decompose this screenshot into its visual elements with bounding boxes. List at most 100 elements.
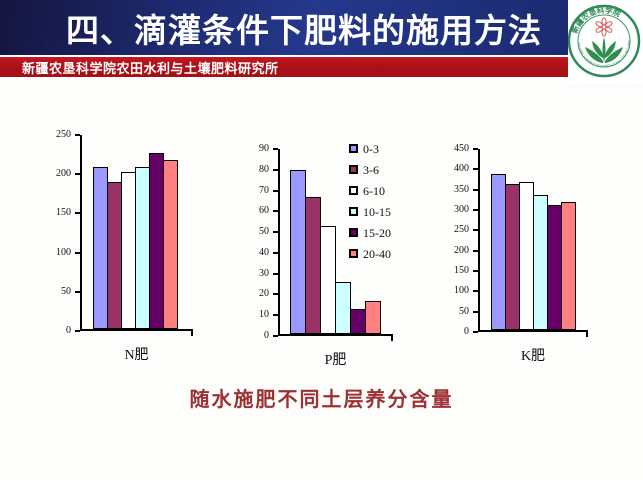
legend-swatch bbox=[349, 186, 358, 195]
legend-label: 15-20 bbox=[363, 225, 391, 240]
legend-item: 6-10 bbox=[349, 180, 391, 201]
bar-depth-20-40 bbox=[561, 202, 576, 330]
y-tick-label: 50 bbox=[259, 226, 269, 238]
chart-p-fertilizer: P肥 0 10 20 30 40 50 60 70 80 90 bbox=[228, 139, 408, 389]
legend-item: 20-40 bbox=[349, 243, 391, 264]
y-tick-label: 250 bbox=[56, 129, 71, 140]
bar-depth-3-6 bbox=[107, 182, 122, 329]
y-tick-mark bbox=[473, 310, 478, 313]
legend-swatch bbox=[349, 228, 358, 237]
y-tick-label: 70 bbox=[259, 184, 269, 196]
y-tick-mark bbox=[473, 209, 478, 211]
y-tick-mark bbox=[473, 229, 478, 232]
y-tick-mark bbox=[473, 270, 478, 272]
y-tick-label: 250 bbox=[454, 224, 469, 236]
y-tick-mark bbox=[473, 168, 478, 171]
chart-category-label: P肥 bbox=[324, 353, 347, 368]
y-tick-label: 350 bbox=[454, 183, 469, 195]
y-tick-label: 300 bbox=[454, 204, 469, 215]
y-tick-label: 400 bbox=[454, 163, 469, 175]
y-tick-mark bbox=[273, 314, 278, 317]
y-tick-label: 30 bbox=[259, 267, 269, 279]
bar-depth-20-40 bbox=[365, 301, 381, 334]
y-tick-mark bbox=[273, 210, 278, 213]
y-tick-mark bbox=[473, 188, 478, 191]
y-tick-mark bbox=[75, 330, 80, 332]
y-tick-label: 80 bbox=[259, 163, 269, 175]
y-tick-mark bbox=[473, 148, 478, 150]
legend-label: 0-3 bbox=[363, 141, 379, 156]
y-tick-label: 50 bbox=[61, 285, 71, 297]
bar-depth-0-3 bbox=[290, 170, 306, 334]
bar-depth-15-20 bbox=[547, 205, 562, 330]
legend-item: 10-15 bbox=[349, 201, 391, 222]
bar-depth-3-6 bbox=[505, 184, 520, 330]
bar-depth-0-3 bbox=[491, 174, 506, 330]
y-tick-label: 100 bbox=[56, 246, 71, 258]
y-tick-mark bbox=[473, 331, 478, 333]
page-title: 四、滴灌条件下肥料的施用方法 bbox=[66, 13, 542, 50]
y-tick-label: 0 bbox=[464, 326, 469, 337]
bar-depth-15-20 bbox=[149, 153, 164, 329]
y-tick-mark bbox=[473, 290, 478, 293]
y-tick-label: 20 bbox=[259, 288, 269, 300]
y-tick-label: 50 bbox=[459, 305, 469, 317]
y-tick-label: 60 bbox=[259, 205, 269, 217]
y-tick-label: 200 bbox=[56, 168, 71, 180]
legend-item: 0-3 bbox=[349, 138, 391, 159]
y-tick-mark bbox=[273, 335, 278, 337]
plot-area bbox=[478, 149, 588, 332]
legend-item: 3-6 bbox=[349, 159, 391, 180]
y-tick-mark bbox=[75, 290, 80, 293]
plot-area bbox=[278, 149, 393, 336]
legend-swatch bbox=[349, 207, 358, 216]
chart-n-fertilizer: N肥 0 50 100 150 200 250 bbox=[30, 125, 210, 375]
y-tick-label: 450 bbox=[454, 143, 469, 154]
legend-label: 10-15 bbox=[363, 204, 391, 219]
bar-depth-10-15 bbox=[135, 167, 150, 329]
logo-area: 新疆农垦科学院 XINJIANG ACADEMY OF AGRICULTURAL… bbox=[568, 0, 643, 85]
title-band: 四、滴灌条件下肥料的施用方法 bbox=[0, 0, 568, 55]
bar-depth-6-10 bbox=[121, 172, 136, 329]
y-tick-mark bbox=[75, 251, 80, 254]
y-tick-mark bbox=[273, 293, 278, 296]
legend-label: 3-6 bbox=[363, 162, 379, 177]
y-tick-label: 150 bbox=[56, 207, 71, 219]
chart-legend: 0-3 3-6 6-10 10-15 15-20 20-40 bbox=[349, 138, 391, 264]
bar-depth-3-6 bbox=[305, 197, 321, 334]
y-tick-mark bbox=[273, 251, 278, 254]
plot-area bbox=[80, 135, 193, 331]
y-tick-label: 100 bbox=[454, 285, 469, 297]
y-tick-mark bbox=[473, 249, 478, 252]
legend-swatch bbox=[349, 249, 358, 258]
y-tick-mark bbox=[75, 134, 80, 136]
bar-depth-6-10 bbox=[519, 182, 534, 330]
y-tick-label: 90 bbox=[259, 143, 269, 154]
y-tick-mark bbox=[273, 168, 278, 171]
chart-category-label: K肥 bbox=[520, 349, 546, 364]
bar-depth-6-10 bbox=[320, 226, 336, 334]
bar-depth-0-3 bbox=[93, 167, 108, 329]
y-tick-mark bbox=[273, 148, 278, 150]
y-tick-mark bbox=[75, 173, 80, 176]
y-tick-label: 0 bbox=[264, 330, 269, 341]
caption: 随水施肥不同土层养分含量 bbox=[189, 389, 454, 411]
institute-label: 新疆农垦科学院农田水利与土壤肥料研究所 bbox=[22, 60, 279, 76]
bar-depth-10-15 bbox=[335, 282, 351, 334]
bar-depth-10-15 bbox=[533, 195, 548, 330]
legend-swatch bbox=[349, 144, 358, 153]
legend-label: 6-10 bbox=[363, 183, 385, 198]
x-axis-end-tick bbox=[391, 336, 393, 341]
y-tick-label: 150 bbox=[454, 265, 469, 276]
logo-plant-icon bbox=[585, 37, 623, 63]
y-tick-mark bbox=[75, 212, 80, 215]
y-tick-mark bbox=[273, 189, 278, 192]
institute-band: 新疆农垦科学院农田水利与土壤肥料研究所 bbox=[0, 57, 568, 77]
legend-swatch bbox=[349, 165, 358, 174]
y-tick-label: 0 bbox=[66, 325, 71, 336]
chart-category-label: N肥 bbox=[124, 348, 149, 363]
chart-k-fertilizer: K肥 0 50 100 150 200 250 300 350 400 450 bbox=[428, 139, 608, 389]
y-tick-mark bbox=[273, 231, 278, 234]
legend-item: 15-20 bbox=[349, 222, 391, 243]
